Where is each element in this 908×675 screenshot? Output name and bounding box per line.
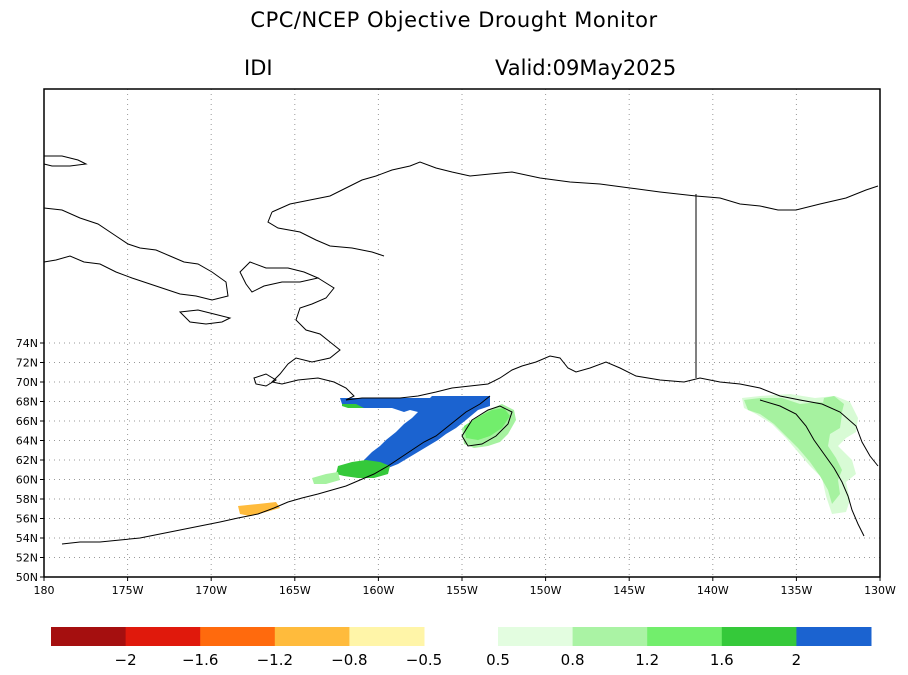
- southeast-alaska-light-green-area: [744, 398, 842, 504]
- colorbar-wet-label: 0.8: [561, 651, 585, 669]
- colorbar-dry-swatch: [51, 627, 127, 646]
- chart-title: CPC/NCEP Objective Drought Monitor: [250, 8, 658, 32]
- alaska-peninsula-blue-area: [340, 396, 490, 470]
- colorbar-dry-label: −1.6: [182, 651, 218, 669]
- colorbar-wet-swatch: [498, 627, 574, 646]
- colorbar-dry-label: −1.2: [257, 651, 293, 669]
- lon-tick-label: 130W: [864, 584, 896, 597]
- alaska-peninsula-green-area: [336, 460, 390, 478]
- seward-peninsula-coast: [239, 261, 320, 293]
- colorbar-wet-swatch: [796, 627, 872, 646]
- aleutian-orange-area: [238, 502, 280, 516]
- colorbar-dry-swatch: [274, 627, 350, 646]
- chukotka-coast: [43, 207, 229, 301]
- alaska-peninsula-light-green-area: [312, 472, 340, 484]
- lat-tick-label: 50N: [16, 571, 38, 584]
- lon-tick-label: 170W: [195, 584, 227, 597]
- lat-tick-label: 64N: [16, 435, 38, 448]
- lat-tick-label: 70N: [16, 376, 38, 389]
- colorbar-dry-swatch: [349, 627, 425, 646]
- colorbar-wet-label: 1.6: [710, 651, 734, 669]
- norton-sound-coast: [270, 277, 355, 401]
- colorbar-dry-label: −0.5: [406, 651, 442, 669]
- lat-tick-label: 74N: [16, 337, 38, 350]
- north-slope-coast: [271, 161, 879, 213]
- lon-tick-label: 145W: [613, 584, 645, 597]
- lat-tick-label: 58N: [16, 493, 38, 506]
- lon-tick-label: 175W: [112, 584, 144, 597]
- lat-tick-label: 54N: [16, 532, 38, 545]
- lat-tick-label: 66N: [16, 415, 38, 428]
- axis-tick-labels: 50N 52N 54N 56N 58N 60N 62N 64N 66N 68N 70N 72N 74N 1…: [16, 337, 896, 597]
- colorbar-wet-label: 1.2: [635, 651, 659, 669]
- lon-tick-label: 155W: [446, 584, 478, 597]
- lon-tick-label: 135W: [780, 584, 812, 597]
- colorbar: −2 −1.6 −1.2 −0.8 −0.5 0.5 0.8 1.2 1.6 2: [51, 627, 872, 669]
- lon-tick-label: 165W: [279, 584, 311, 597]
- lat-tick-label: 52N: [16, 552, 38, 565]
- lon-tick-label: 150W: [530, 584, 562, 597]
- colorbar-wet-swatch: [572, 627, 648, 646]
- map-frame: [43, 88, 881, 578]
- colorbar-dry-label: −0.8: [331, 651, 367, 669]
- valid-date-label: Valid:09May2025: [495, 56, 677, 80]
- kenai-kodiak-coast: [461, 405, 513, 447]
- southeast-alaska-light-green-patch: [822, 396, 844, 414]
- index-label: IDI: [244, 56, 273, 80]
- lon-tick-label: 160W: [362, 584, 394, 597]
- coastlines: [43, 155, 879, 545]
- colorbar-wet-swatch: [647, 627, 723, 646]
- colorbar-dry-swatch: [200, 627, 276, 646]
- lat-tick-label: 60N: [16, 474, 38, 487]
- colorbar-wet-label: 0.5: [486, 651, 510, 669]
- kodiak-green-area: [464, 408, 510, 440]
- southeast-alaska-coast: [759, 399, 865, 537]
- lon-tick-label: 180: [34, 584, 55, 597]
- colorbar-wet-label: 2: [792, 651, 802, 669]
- graticule: [44, 89, 880, 577]
- colorbar-dry-swatch: [125, 627, 201, 646]
- wrangel-island: [43, 155, 88, 167]
- lat-tick-label: 56N: [16, 513, 38, 526]
- colorbar-wet-swatch: [721, 627, 797, 646]
- lat-tick-label: 72N: [16, 357, 38, 370]
- lat-tick-label: 68N: [16, 396, 38, 409]
- index-shading: [238, 394, 858, 516]
- alaska-peninsula-coast: [61, 395, 491, 545]
- nunivak-island: [253, 373, 277, 387]
- colorbar-dry-label: −2: [115, 651, 137, 669]
- lat-tick-label: 62N: [16, 454, 38, 467]
- chukchi-west-coast: [267, 211, 385, 257]
- bristol-bay-coast: [345, 355, 879, 467]
- lon-tick-label: 140W: [697, 584, 729, 597]
- st-lawrence-island: [178, 309, 232, 325]
